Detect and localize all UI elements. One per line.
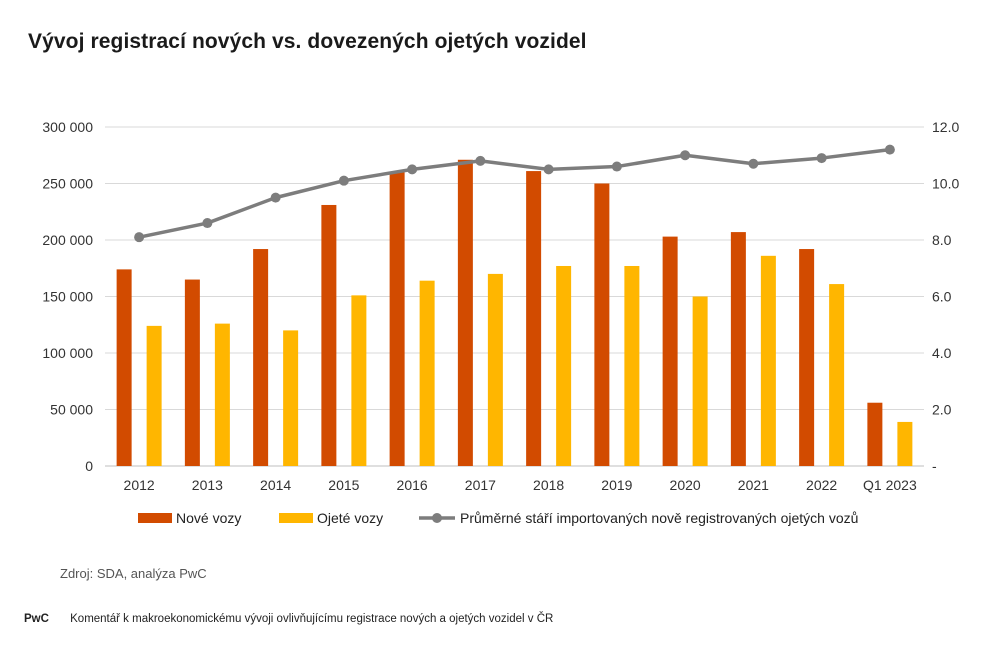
avg-age-point xyxy=(338,175,349,186)
legend-label-avg-age: Průměrné stáří importovaných nově regist… xyxy=(460,510,858,526)
avg-age-point xyxy=(611,161,622,172)
legend-label-used-cars: Ojeté vozy xyxy=(317,510,383,526)
right-tick-label: 4.0 xyxy=(932,345,952,361)
x-axis-labels: 2012 2013 2014 2015 2016 2017 2018 2019 2020 2021… xyxy=(124,477,917,493)
x-tick-label: 2020 xyxy=(670,477,701,493)
right-tick-label: 10.0 xyxy=(932,176,959,192)
bar-new-cars xyxy=(594,183,610,466)
bar-used-cars xyxy=(487,273,503,466)
avg-age-point xyxy=(475,155,486,166)
x-tick-label: 2014 xyxy=(260,477,291,493)
left-axis-ticks: 0 50 000 100 000 150 000 200 000 250 000 300 0… xyxy=(42,119,93,474)
bar-new-cars xyxy=(526,171,542,466)
x-tick-label: 2022 xyxy=(806,477,837,493)
bar-used-cars xyxy=(283,330,299,466)
right-tick-label: 2.0 xyxy=(932,402,952,418)
bar-used-cars xyxy=(624,265,640,466)
x-tick-label: 2016 xyxy=(397,477,428,493)
bar-new-cars xyxy=(253,249,269,466)
x-tick-label: 2019 xyxy=(601,477,632,493)
chart: 0 50 000 100 000 150 000 200 000 250 000 300 0… xyxy=(42,119,959,526)
bar-new-cars xyxy=(184,279,200,466)
source-note: Zdroj: SDA, analýza PwC xyxy=(60,566,207,581)
footer-brand: PwC xyxy=(24,613,49,625)
left-tick-label: 200 000 xyxy=(42,232,93,248)
right-tick-label: 6.0 xyxy=(932,289,952,305)
avg-age-polyline xyxy=(138,147,891,239)
avg-age-point xyxy=(816,153,827,164)
bar-used-cars xyxy=(897,421,913,466)
chart-title: Vývoj registrací nových vs. dovezených o… xyxy=(28,30,587,53)
bar-new-cars xyxy=(116,269,132,466)
bar-new-cars xyxy=(662,236,678,466)
bar-new-cars xyxy=(730,232,746,466)
bar-used-cars xyxy=(146,325,162,466)
legend-label-new-cars: Nové vozy xyxy=(176,510,241,526)
left-tick-label: 0 xyxy=(85,458,93,474)
right-tick-label: 12.0 xyxy=(932,119,959,135)
avg-age-point xyxy=(884,144,895,155)
bars xyxy=(116,159,913,466)
left-tick-label: 100 000 xyxy=(42,345,93,361)
legend-marker-avg-age xyxy=(432,513,442,523)
avg-age-point xyxy=(134,232,145,243)
legend: Nové vozy Ojeté vozy Průměrné stáří import… xyxy=(138,510,858,526)
left-tick-label: 250 000 xyxy=(42,176,93,192)
bar-used-cars xyxy=(829,284,845,466)
grid-lines xyxy=(105,126,924,467)
bar-used-cars xyxy=(760,255,776,466)
legend-swatch-used-cars xyxy=(279,513,313,523)
right-tick-label: 8.0 xyxy=(932,232,952,248)
bar-new-cars xyxy=(457,159,473,466)
right-tick-label: - xyxy=(932,458,937,474)
left-tick-label: 150 000 xyxy=(42,289,93,305)
right-axis-ticks: - 2.0 4.0 6.0 8.0 10.0 12.0 xyxy=(932,119,959,474)
bar-used-cars xyxy=(692,296,708,466)
x-tick-label: 2015 xyxy=(328,477,359,493)
avg-age-point xyxy=(748,158,759,169)
bar-new-cars xyxy=(389,172,405,466)
footer-text: Komentář k makroekonomickému vývoji ovli… xyxy=(70,613,554,625)
left-tick-label: 50 000 xyxy=(50,402,93,418)
bar-used-cars xyxy=(351,295,367,466)
x-tick-label: 2018 xyxy=(533,477,564,493)
bar-new-cars xyxy=(321,204,337,466)
bar-used-cars xyxy=(419,280,435,466)
avg-age-point xyxy=(543,164,554,175)
x-tick-label: 2017 xyxy=(465,477,496,493)
x-tick-label: Q1 2023 xyxy=(863,477,917,493)
x-tick-label: 2021 xyxy=(738,477,769,493)
avg-age-point xyxy=(407,164,418,175)
avg-age-point xyxy=(202,218,213,229)
footer: PwC Komentář k makroekonomickému vývoji … xyxy=(24,613,553,625)
legend-swatch-new-cars xyxy=(138,513,172,523)
x-tick-label: 2013 xyxy=(192,477,223,493)
x-tick-label: 2012 xyxy=(124,477,155,493)
bar-used-cars xyxy=(214,323,230,466)
bar-new-cars xyxy=(867,402,883,466)
left-tick-label: 300 000 xyxy=(42,119,93,135)
avg-age-line xyxy=(134,144,895,243)
bar-new-cars xyxy=(799,249,815,466)
avg-age-point xyxy=(680,150,691,161)
bar-used-cars xyxy=(556,265,572,466)
avg-age-point xyxy=(270,192,281,203)
